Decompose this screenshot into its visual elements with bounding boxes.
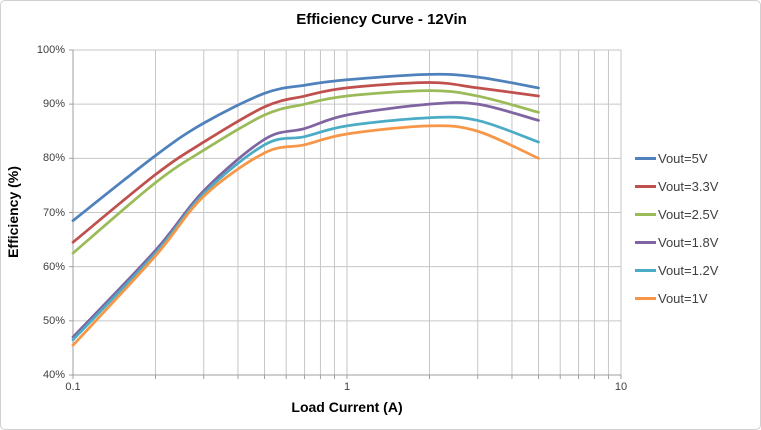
- y-tick-label: 100%: [36, 44, 65, 56]
- legend-line-swatch: [635, 212, 656, 216]
- curve-vout-1-8v: [71, 101, 540, 339]
- legend-label: Vout=1.8V: [658, 234, 719, 250]
- y-tick-label: 40%: [42, 369, 65, 381]
- curve-vout-1-2v: [71, 115, 540, 342]
- legend-item: Vout=3.3V: [635, 178, 718, 194]
- y-tick-label: 50%: [42, 314, 65, 327]
- legend-label: Vout=5V: [658, 150, 708, 166]
- legend-item: Vout=1.8V: [635, 234, 718, 250]
- legend-line-swatch: [635, 296, 656, 300]
- legend-label: Vout=1V: [658, 290, 708, 306]
- legend-line-swatch: [635, 156, 656, 160]
- curve-vout-5v: [71, 72, 540, 222]
- curve-vout-1v: [71, 124, 540, 347]
- legend: Vout=5V Vout=3.3V Vout=2.5V Vout=1.8V Vout=1…: [635, 150, 718, 306]
- y-tick-label: 60%: [42, 260, 65, 273]
- x-tick-label: 0.1: [65, 381, 81, 393]
- curve-vout-3-3v: [71, 81, 540, 244]
- legend-line-swatch: [635, 268, 656, 272]
- x-axis-title: Load Current (A): [291, 399, 403, 415]
- y-tick-label: 80%: [42, 152, 65, 165]
- x-tick-label: 1: [343, 381, 351, 393]
- legend-label: Vout=3.3V: [658, 178, 719, 194]
- y-tick-label: 90%: [42, 98, 65, 111]
- chart-title: Efficiency Curve - 12Vin: [296, 11, 467, 28]
- x-tick-label: 10: [614, 381, 628, 393]
- legend-item: Vout=5V: [635, 150, 718, 166]
- legend-item: Vout=1V: [635, 290, 718, 306]
- curve-vout-2-5v: [71, 89, 540, 255]
- y-tick-label: 70%: [42, 206, 65, 219]
- legend-label: Vout=1.2V: [658, 262, 719, 278]
- legend-label: Vout=2.5V: [658, 206, 719, 222]
- legend-item: Vout=2.5V: [635, 206, 718, 222]
- legend-line-swatch: [635, 240, 656, 244]
- legend-line-swatch: [635, 184, 656, 188]
- legend-item: Vout=1.2V: [635, 262, 718, 278]
